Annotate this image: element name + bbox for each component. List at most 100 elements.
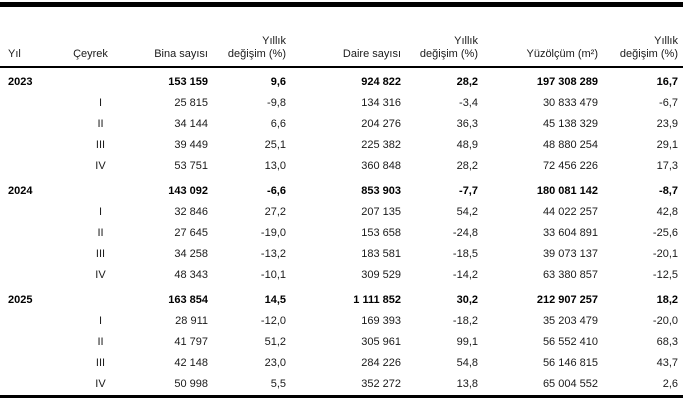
cell-bina-yillik-degisim: -10,1 xyxy=(260,268,286,281)
table-row: II 27 645 -19,0 153 658 -24,8 33 604 891 -25,6 xyxy=(0,223,683,244)
cell-yil: 2024 xyxy=(8,184,33,197)
cell-daire-sayisi: 169 393 xyxy=(361,314,401,327)
cell-bina-sayisi: 39 449 xyxy=(174,138,208,151)
cell-ceyrek: III xyxy=(95,356,106,369)
cell-bina-yillik-degisim: -6,6 xyxy=(267,184,286,197)
cell-daire-sayisi: 284 226 xyxy=(361,356,401,369)
cell-ceyrek: I xyxy=(98,314,103,327)
table-row: III 42 148 23,0 284 226 54,8 56 146 815 43,7 xyxy=(0,353,683,374)
table-row: I 32 846 27,2 207 135 54,2 44 022 257 42,8 xyxy=(0,202,683,223)
cell-ceyrek xyxy=(63,67,118,93)
cell-daire-sayisi: 853 903 xyxy=(361,184,401,197)
cell-yuzolcum: 35 203 479 xyxy=(542,314,598,327)
cell-yuzolcum: 72 456 226 xyxy=(542,159,598,172)
cell-ceyrek: III xyxy=(95,247,106,260)
cell-yuzolcum-yillik-degisim: 18,2 xyxy=(656,293,678,306)
cell-yil xyxy=(0,156,63,177)
cell-daire-sayisi: 207 135 xyxy=(361,205,401,218)
cell-bina-sayisi: 53 751 xyxy=(174,159,208,172)
cell-daire-yillik-degisim: -18,2 xyxy=(452,314,478,327)
cell-yuzolcum-yillik-degisim: 68,3 xyxy=(656,335,678,348)
cell-ceyrek: IV xyxy=(95,159,106,172)
cell-bina-yillik-degisim: 51,2 xyxy=(264,335,286,348)
table-row: I 25 815 -9,8 134 316 -3,4 30 833 479 -6,7 xyxy=(0,93,683,114)
cell-yuzolcum-yillik-degisim: 43,7 xyxy=(656,356,678,369)
column-header-ceyrek: Çeyrek xyxy=(63,4,118,68)
cell-bina-sayisi: 34 144 xyxy=(174,117,208,130)
cell-daire-yillik-degisim: -24,8 xyxy=(452,226,478,239)
cell-yuzolcum-yillik-degisim: -20,1 xyxy=(652,247,678,260)
column-header-bina-sayisi: Bina sayısı xyxy=(118,4,213,68)
cell-yuzolcum-yillik-degisim: -20,0 xyxy=(652,314,678,327)
cell-bina-yillik-degisim: -9,8 xyxy=(267,96,286,109)
cell-bina-sayisi: 41 797 xyxy=(174,335,208,348)
cell-bina-sayisi: 32 846 xyxy=(174,205,208,218)
cell-daire-yillik-degisim: 13,8 xyxy=(456,377,478,390)
cell-ceyrek: II xyxy=(97,226,104,239)
table-body: 2023 153 159 9,6 924 822 28,2 197 308 289 16,7… xyxy=(0,67,683,397)
column-header-bina-yillik-degisim: Yıllık değişim (%) xyxy=(213,4,291,68)
cell-ceyrek: II xyxy=(97,117,104,130)
cell-daire-yillik-degisim: 36,3 xyxy=(456,117,478,130)
table-row: III 34 258 -13,2 183 581 -18,5 39 073 137 -20,… xyxy=(0,244,683,265)
column-header-daire-sayisi: Daire sayısı xyxy=(291,4,406,68)
cell-yil xyxy=(0,114,63,135)
cell-yuzolcum-yillik-degisim: 23,9 xyxy=(656,117,678,130)
table-row: III 39 449 25,1 225 382 48,9 48 880 254 29,1 xyxy=(0,135,683,156)
cell-daire-sayisi: 924 822 xyxy=(361,75,401,88)
cell-yuzolcum: 45 138 329 xyxy=(542,117,598,130)
cell-yuzolcum: 48 880 254 xyxy=(542,138,598,151)
column-header-daire-yillik-degisim: Yıllık değişim (%) xyxy=(406,4,483,68)
table-row: 2025 163 854 14,5 1 111 852 30,2 212 907 257 1… xyxy=(0,286,683,311)
cell-yil xyxy=(0,223,63,244)
table-row: I 28 911 -12,0 169 393 -18,2 35 203 479 -20,0 xyxy=(0,311,683,332)
cell-ceyrek xyxy=(63,286,118,311)
cell-ceyrek: I xyxy=(98,96,103,109)
table-row: 2023 153 159 9,6 924 822 28,2 197 308 289 16,7 xyxy=(0,67,683,93)
cell-yuzolcum-yillik-degisim: -12,5 xyxy=(652,268,678,281)
cell-daire-sayisi: 204 276 xyxy=(361,117,401,130)
cell-bina-yillik-degisim: -13,2 xyxy=(260,247,286,260)
cell-ceyrek xyxy=(63,177,118,202)
cell-bina-sayisi: 153 159 xyxy=(168,75,208,88)
cell-yuzolcum-yillik-degisim: -25,6 xyxy=(652,226,678,239)
cell-yil: 2025 xyxy=(8,293,33,306)
cell-bina-yillik-degisim: 6,6 xyxy=(270,117,286,130)
cell-yuzolcum: 39 073 137 xyxy=(542,247,598,260)
cell-bina-sayisi: 25 815 xyxy=(174,96,208,109)
column-header-yil: Yıl xyxy=(0,4,63,68)
cell-yuzolcum: 180 081 142 xyxy=(536,184,598,197)
cell-daire-yillik-degisim: -14,2 xyxy=(452,268,478,281)
cell-yuzolcum-yillik-degisim: -6,7 xyxy=(659,96,678,109)
cell-bina-sayisi: 42 148 xyxy=(174,356,208,369)
table-row: IV 50 998 5,5 352 272 13,8 65 004 552 2,6 xyxy=(0,374,683,397)
cell-daire-yillik-degisim: -18,5 xyxy=(452,247,478,260)
cell-daire-yillik-degisim: 48,9 xyxy=(456,138,478,151)
cell-daire-yillik-degisim: -7,7 xyxy=(459,184,478,197)
cell-yil xyxy=(0,244,63,265)
cell-bina-sayisi: 27 645 xyxy=(174,226,208,239)
cell-bina-sayisi: 50 998 xyxy=(174,377,208,390)
cell-daire-sayisi: 305 961 xyxy=(361,335,401,348)
cell-bina-yillik-degisim: 14,5 xyxy=(264,293,286,306)
cell-ceyrek: IV xyxy=(95,268,106,281)
cell-daire-sayisi: 309 529 xyxy=(361,268,401,281)
column-header-yuzolcum-yillik-degisim: Yıllık değişim (%) xyxy=(603,4,683,68)
cell-bina-yillik-degisim: 27,2 xyxy=(264,205,286,218)
cell-yuzolcum: 56 552 410 xyxy=(542,335,598,348)
cell-bina-yillik-degisim: 5,5 xyxy=(270,377,286,390)
cell-bina-sayisi: 163 854 xyxy=(168,293,208,306)
cell-yuzolcum: 197 308 289 xyxy=(536,75,598,88)
cell-bina-sayisi: 143 092 xyxy=(168,184,208,197)
cell-yuzolcum: 212 907 257 xyxy=(536,293,598,306)
cell-yuzolcum-yillik-degisim: 17,3 xyxy=(656,159,678,172)
table-row: IV 53 751 13,0 360 848 28,2 72 456 226 17,3 xyxy=(0,156,683,177)
cell-daire-sayisi: 1 111 852 xyxy=(353,293,401,306)
cell-bina-sayisi: 48 343 xyxy=(174,268,208,281)
cell-bina-yillik-degisim: 13,0 xyxy=(264,159,286,172)
cell-daire-sayisi: 134 316 xyxy=(361,96,401,109)
cell-daire-yillik-degisim: 99,1 xyxy=(456,335,478,348)
cell-yuzolcum-yillik-degisim: 42,8 xyxy=(656,205,678,218)
column-header-yuzolcum: Yüzölçüm (m²) xyxy=(483,4,603,68)
